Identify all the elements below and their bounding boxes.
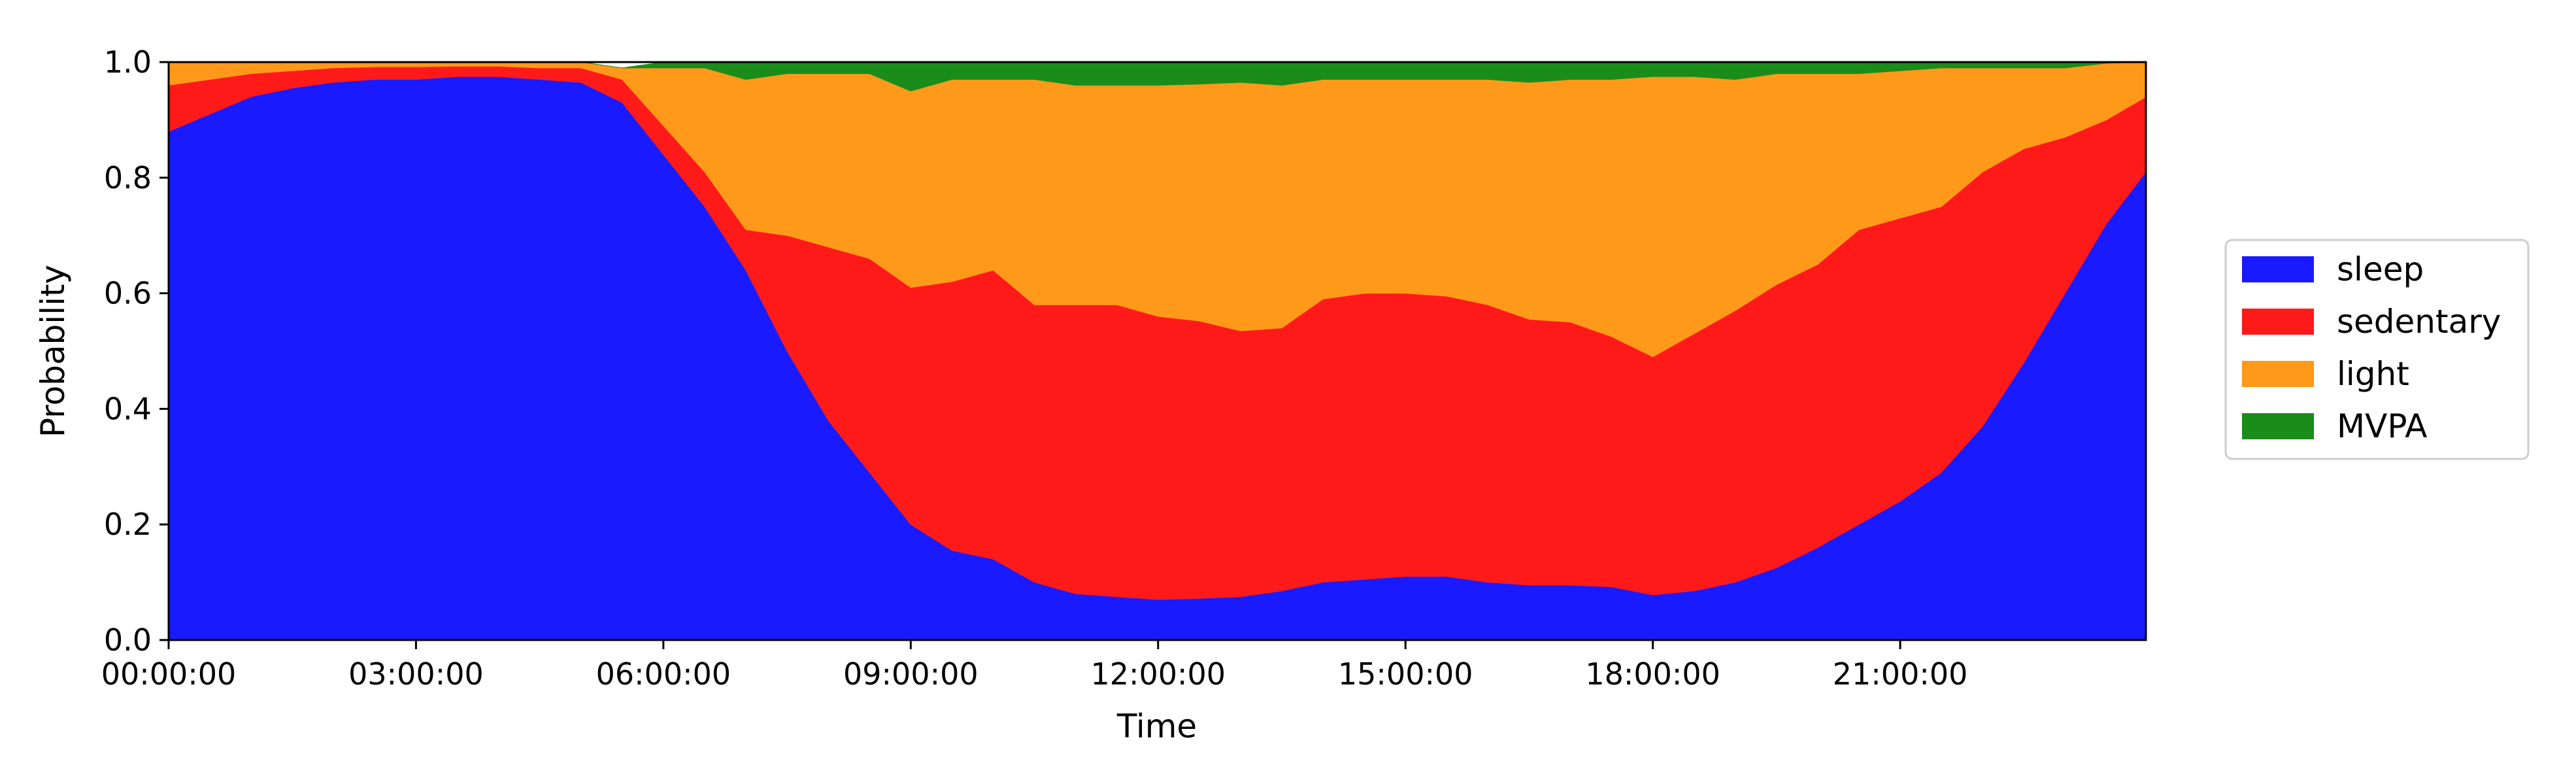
- x-axis-ticks: 00:00:00 03:00:00 06:00:00 09:00:00 12:00:00…: [101, 640, 1968, 692]
- legend: sleep sedentary light MVPA: [2224, 239, 2530, 460]
- legend-swatch-sedentary: [2242, 309, 2314, 335]
- x-tick-label: 15:00:00: [1338, 656, 1473, 692]
- legend-swatch-sleep: [2242, 256, 2314, 282]
- x-tick-label: 03:00:00: [348, 656, 484, 692]
- legend-label-mvpa: MVPA: [2337, 407, 2428, 445]
- legend-swatch-mvpa: [2242, 413, 2314, 439]
- legend-label-light: light: [2337, 355, 2409, 393]
- legend-label-sleep: sleep: [2337, 250, 2424, 288]
- y-axis-label: Probability: [34, 265, 72, 437]
- area-layers: [168, 61, 2147, 641]
- legend-swatch-light: [2242, 361, 2314, 387]
- x-tick-label: 06:00:00: [596, 656, 731, 692]
- x-tick-label: 12:00:00: [1090, 656, 1226, 692]
- x-tick-label: 21:00:00: [1833, 656, 1968, 692]
- y-tick-label: 0.0: [104, 622, 152, 658]
- x-tick-label: 09:00:00: [843, 656, 979, 692]
- x-tick-label: 00:00:00: [101, 656, 237, 692]
- y-axis-ticks: 0.0 0.2 0.4 0.6 0.8 1.0: [104, 44, 169, 658]
- legend-label-sedentary: sedentary: [2337, 303, 2501, 341]
- y-tick-label: 1.0: [104, 44, 152, 80]
- y-tick-label: 0.6: [104, 276, 152, 311]
- x-tick-label: 18:00:00: [1585, 656, 1720, 692]
- legend-box: [2224, 239, 2530, 460]
- y-tick-label: 0.2: [104, 507, 152, 542]
- x-axis-label: Time: [1116, 707, 1197, 745]
- y-tick-label: 0.4: [104, 391, 152, 426]
- y-tick-label: 0.8: [104, 160, 152, 195]
